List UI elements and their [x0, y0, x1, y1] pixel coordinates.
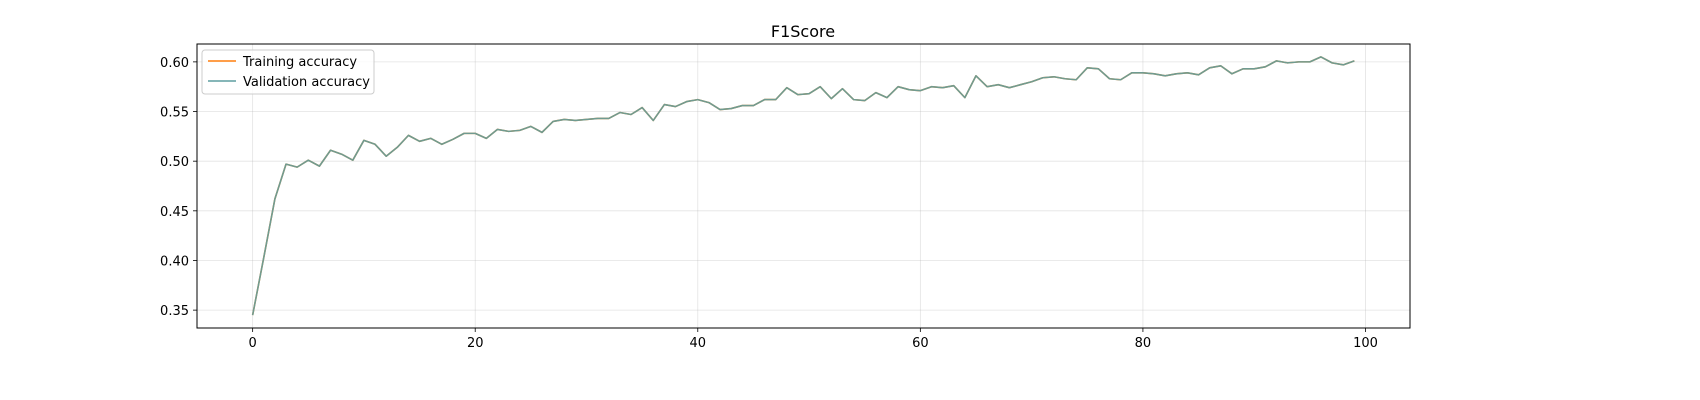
axis-ticks: 0 20 40 60 80 100 0.35 0.40 0.45 0.50 0.55 0.60: [160, 56, 1378, 351]
chart-title: F1Score: [771, 22, 835, 41]
y-tick-label: 0.35: [160, 304, 189, 319]
legend: Training accuracy Validation accuracy: [201, 49, 375, 95]
legend-label-training: Training accuracy: [242, 55, 357, 70]
y-tick-label: 0.45: [160, 205, 189, 220]
x-tick-label: 100: [1353, 336, 1378, 351]
y-tick-label: 0.40: [160, 254, 189, 269]
y-tick-label: 0.60: [160, 56, 189, 71]
x-tick-label: 20: [467, 336, 484, 351]
x-tick-label: 0: [249, 336, 257, 351]
y-tick-label: 0.50: [160, 155, 189, 170]
validation-accuracy-line: [251, 56, 1355, 316]
x-tick-label: 80: [1135, 336, 1152, 351]
y-tick-label: 0.55: [160, 106, 189, 121]
grid-lines: [197, 44, 1410, 328]
x-tick-label: 60: [912, 336, 929, 351]
x-tick-label: 40: [690, 336, 707, 351]
legend-box: [201, 49, 375, 95]
series-lines: [251, 56, 1355, 316]
legend-label-validation: Validation accuracy: [243, 75, 370, 90]
plot-frame: [196, 43, 1411, 329]
